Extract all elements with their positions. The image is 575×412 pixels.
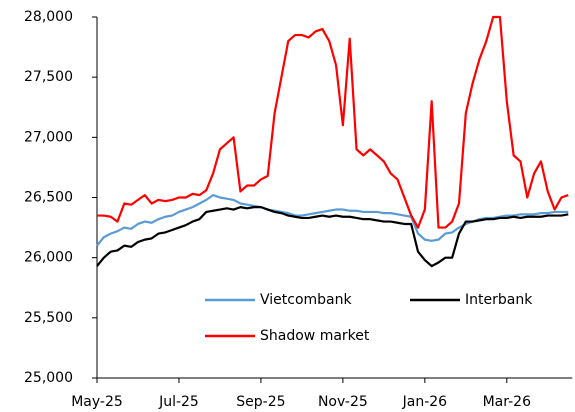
y-tick-label: 28,000 bbox=[24, 9, 73, 25]
legend-label: Interbank bbox=[465, 292, 533, 308]
y-tick-label: 25,500 bbox=[24, 310, 73, 326]
x-tick-label: Jul-25 bbox=[158, 394, 199, 410]
y-tick-label: 26,000 bbox=[24, 250, 73, 266]
line-series bbox=[96, 193, 569, 247]
x-tick-label: Jan-26 bbox=[402, 394, 448, 410]
x-tick-label: Mar-26 bbox=[483, 394, 531, 410]
line-series bbox=[97, 15, 569, 229]
x-tick-label: May-25 bbox=[71, 394, 123, 410]
y-tick-label: 26,500 bbox=[24, 190, 73, 206]
line-series bbox=[96, 206, 569, 268]
x-tick-label: Sep-25 bbox=[236, 394, 285, 410]
legend-label: Shadow market bbox=[260, 328, 370, 344]
y-tick-label: 27,000 bbox=[24, 129, 73, 145]
y-tick-label: 27,500 bbox=[24, 69, 73, 85]
x-tick-label: Nov-25 bbox=[318, 394, 368, 410]
legend-label: Vietcombank bbox=[260, 292, 353, 308]
y-tick-label: 25,000 bbox=[24, 370, 73, 386]
